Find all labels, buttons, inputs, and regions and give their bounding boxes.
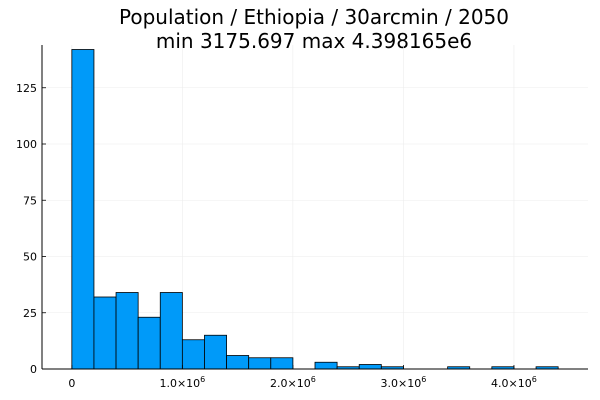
x-tick-label-2: 2.0×106 xyxy=(270,375,316,390)
y-tick-label-1: 25 xyxy=(23,307,37,320)
histogram-bar-6 xyxy=(204,334,227,370)
histogram-bar-5 xyxy=(181,339,205,370)
chart-subtitle: min 3175.697 max 4.398165e6 xyxy=(156,29,472,53)
y-tick-label-5: 125 xyxy=(16,82,37,95)
tick-labels: 0 25 50 75 100 125 0 1.0×106 2.0×106 3.0×106 4.0×1… xyxy=(16,82,537,390)
chart-title: Population / Ethiopia / 30arcmin / 2050 xyxy=(119,5,509,29)
histogram-bar-1 xyxy=(93,296,117,370)
histogram-bar-0 xyxy=(71,49,95,370)
y-tick-label-3: 75 xyxy=(23,194,37,207)
x-tick-label-4: 4.0×106 xyxy=(491,375,537,390)
histogram-bar-8 xyxy=(248,357,272,370)
y-tick-label-2: 50 xyxy=(23,251,37,264)
y-tick-label-0: 0 xyxy=(30,363,37,376)
x-tick-label-3: 3.0×106 xyxy=(381,375,427,390)
x-tick-label-1: 1.0×106 xyxy=(159,375,205,390)
y-tick-label-4: 100 xyxy=(16,138,37,151)
axes xyxy=(41,45,588,370)
histogram-bar-7 xyxy=(226,355,250,370)
histogram-bar-4 xyxy=(159,292,183,370)
histogram-bar-11 xyxy=(314,361,338,370)
histogram-bar-2 xyxy=(115,292,139,370)
histogram-bar-3 xyxy=(137,316,161,370)
x-tick-label-0: 0 xyxy=(68,377,75,390)
histogram-bars xyxy=(71,49,559,370)
histogram-bar-9 xyxy=(270,357,294,370)
histogram-bar-13 xyxy=(358,364,382,370)
